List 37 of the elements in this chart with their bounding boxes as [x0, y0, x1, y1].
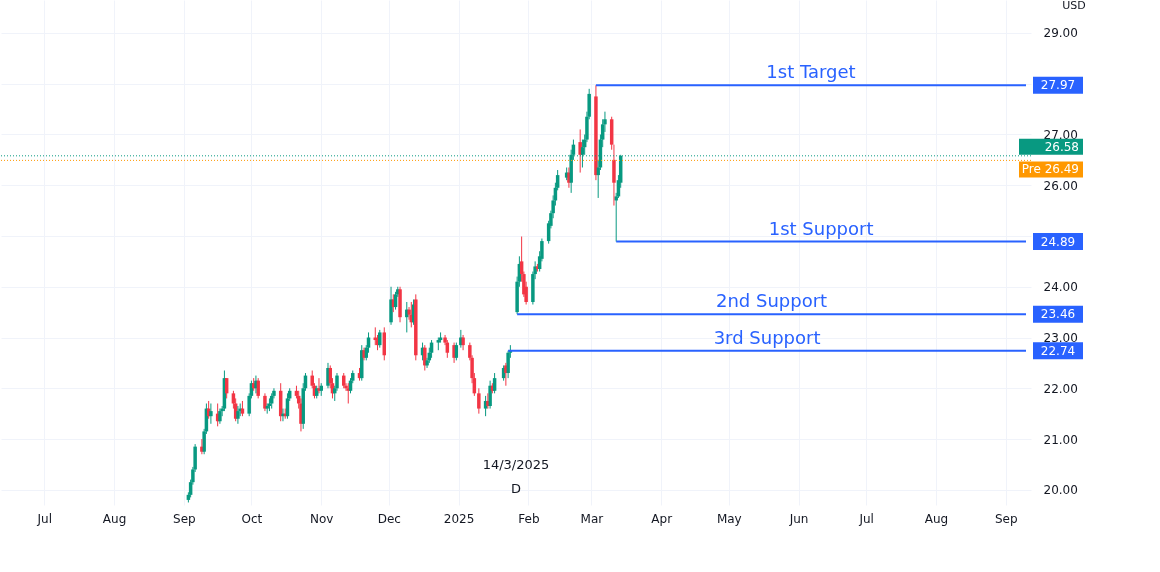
y-tick-label: 23.00	[1043, 331, 1078, 346]
data-label: 22.74	[1040, 343, 1076, 358]
x-tick-label: 2025	[443, 511, 475, 526]
data-label: 24.89	[1040, 234, 1076, 249]
x-tick-label: Aug	[102, 511, 127, 526]
y-tick-label: 27.00	[1043, 128, 1078, 142]
series-label: 3rd Support	[713, 326, 821, 348]
text: USD	[1062, 0, 1086, 12]
candlestick	[477, 387, 481, 415]
x-tick-label: May	[716, 511, 742, 526]
y-tick-label: 20.00	[1043, 483, 1078, 498]
x-tick-label: Nov	[310, 511, 334, 526]
x-tick-label: Oct	[241, 511, 263, 526]
data-label: 23.46	[1040, 307, 1076, 322]
series-label: 1st Target	[766, 61, 856, 83]
annotation: D	[510, 481, 522, 496]
x-tick-label: Jul	[858, 511, 874, 526]
y-tick-label: 22.00	[1043, 381, 1078, 396]
ref-line-label: Pre 26.49	[1021, 162, 1079, 177]
y-tick-label: 24.00	[1043, 280, 1078, 295]
ref-line-label: 26.58	[1044, 139, 1079, 154]
x-tick-label: Dec	[377, 511, 401, 526]
annotation: 14/3/2025	[482, 457, 550, 472]
y-tick-label: 21.00	[1043, 432, 1078, 447]
x-tick-label: Aug	[924, 511, 949, 526]
x-tick-label: Jul	[36, 511, 53, 526]
x-tick-label: Jun	[788, 511, 809, 526]
y-tick-label: 26.00	[1043, 178, 1078, 193]
x-tick-label: Feb	[518, 511, 540, 526]
x-tick-label: Mar	[580, 511, 604, 526]
series-label: 1st Support	[768, 217, 874, 239]
x-tick-label: Apr	[651, 511, 673, 526]
series-label: 2nd Support	[715, 290, 828, 312]
data-label: 27.97	[1040, 78, 1076, 93]
y-tick-label: 29.00	[1043, 26, 1078, 41]
x-tick-label: Sep	[994, 511, 1018, 526]
x-tick-label: Sep	[173, 511, 196, 526]
